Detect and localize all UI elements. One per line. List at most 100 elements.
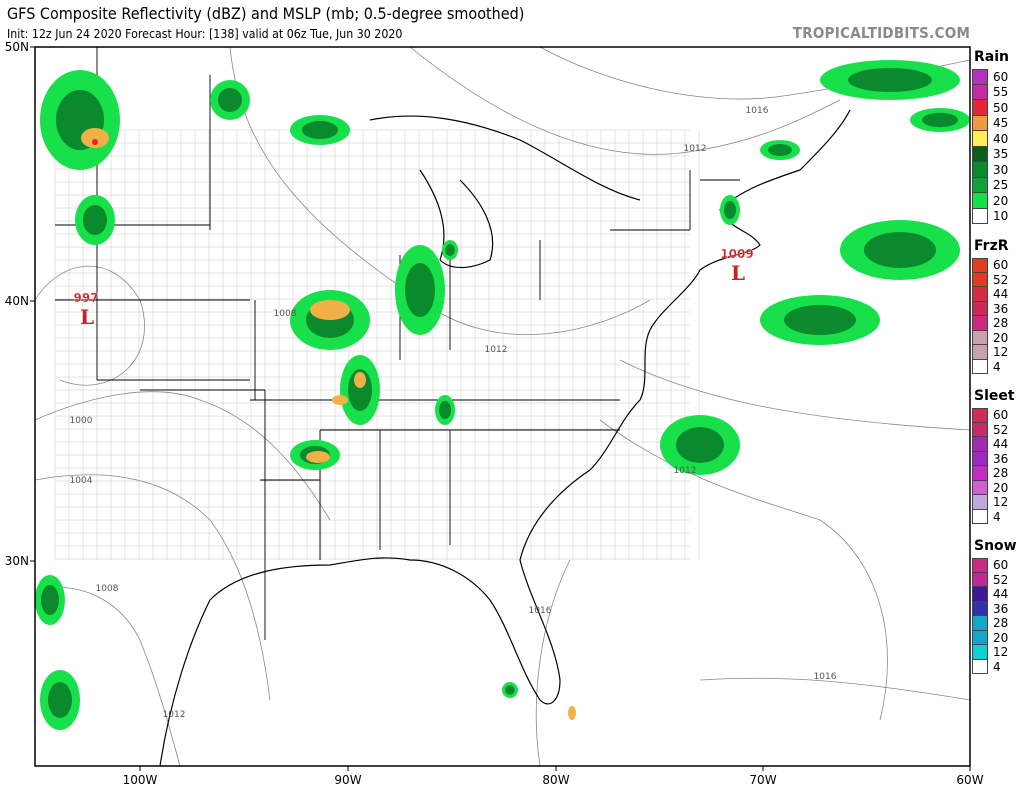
legend-entry: 4 [972,659,1024,674]
legend-tick: 36 [993,451,1009,466]
echo-moderate [848,68,932,92]
legend-entry: 20 [972,193,1024,209]
color-swatch [972,466,988,481]
isobar-label: 1004 [70,476,93,486]
color-swatch [972,408,988,423]
echo-moderate [302,121,338,139]
color-swatch [972,359,988,374]
legend-title: Rain [974,49,1009,65]
precip-type-legend: Rain 60 55 50 45 40 35 30 25 20 10 FrzR 60 52 44 36 28 20… [972,47,1024,688]
color-swatch [972,630,988,645]
legend-title: FrzR [974,238,1009,254]
legend-entry: 36 [972,601,1024,616]
legend-entry: 12 [972,645,1024,660]
lon-label: 60W [956,773,983,786]
legend-tick: 28 [993,616,1009,631]
legend-entry: 20 [972,630,1024,645]
legend-tick: 4 [993,359,1001,374]
legend-tick: 40 [993,131,1009,146]
color-swatch [972,208,988,224]
legend-entry: 12 [972,495,1024,510]
legend-title: Snow [974,538,1017,554]
isobar-labels: 1016 1012 1012 1008 1000 1004 1008 1012 1016 1016… [70,106,837,720]
color-swatch [972,437,988,452]
echo-heavy [354,372,366,388]
legend-entry: 35 [972,146,1024,162]
color-swatch [972,146,988,162]
isobar-label: 1008 [274,309,297,319]
color-swatch [972,451,988,466]
echo-heavy [568,706,576,720]
legend-entry: 60 [972,408,1024,423]
legend-entry: 44 [972,437,1024,452]
echo-moderate [41,585,59,615]
legend-tick: 52 [993,272,1009,287]
brand-watermark: TROPICALTIDBITS.COM [792,24,970,42]
color-swatch [972,422,988,437]
legend-tick: 20 [993,193,1009,208]
axis-ticks: 100W 90W 80W 70W 60W 50N 40N 30N [5,40,984,786]
isobar-label: 1016 [529,606,552,616]
map-title: GFS Composite Reflectivity (dBZ) and MSL… [7,4,525,23]
lat-label: 30N [5,554,29,568]
legend-tick: 36 [993,301,1009,316]
low-pressure-symbol: L [731,261,745,285]
lon-label: 90W [334,773,361,786]
legend-tick: 20 [993,630,1009,645]
isobar-label: 1008 [96,584,119,594]
legend-snow: Snow 60 52 44 36 28 20 12 4 [972,538,1024,674]
isobar-label: 1016 [746,106,769,116]
echo-heavy [81,128,109,148]
county-grid [54,129,700,560]
color-swatch [972,480,988,495]
legend-tick: 12 [993,645,1009,660]
color-swatch [972,587,988,602]
legend-tick: 4 [993,509,1001,524]
legend-entry: 12 [972,345,1024,360]
precipitation-echoes [35,60,970,730]
legend-entry: 40 [972,131,1024,147]
color-swatch [972,509,988,524]
color-swatch [972,495,988,510]
echo-moderate [348,369,372,411]
legend-tick: 12 [993,345,1009,360]
color-swatch [972,131,988,147]
legend-entry: 25 [972,177,1024,193]
echo-moderate [922,112,958,128]
legend-tick: 52 [993,422,1009,437]
echo-moderate [445,244,455,256]
color-swatch [972,601,988,616]
legend-entry: 36 [972,301,1024,316]
legend-entry: 60 [972,258,1024,273]
echo-moderate [439,401,451,419]
legend-tick: 28 [993,316,1009,331]
legend-tick: 52 [993,572,1009,587]
echo-moderate [83,205,107,235]
isobar-label: 1012 [674,466,697,476]
legend-tick: 60 [993,258,1009,273]
legend-entry: 28 [972,316,1024,331]
lon-label: 80W [542,773,569,786]
echo-moderate [864,232,936,268]
legend-rain: Rain 60 55 50 45 40 35 30 25 20 10 [972,49,1024,224]
legend-entry: 4 [972,359,1024,374]
echo-heavy [310,300,350,320]
color-swatch [972,258,988,273]
legend-tick: 44 [993,587,1009,602]
isobar-label: 1012 [684,144,707,154]
color-swatch [972,162,988,178]
legend-entry: 36 [972,451,1024,466]
color-swatch [972,572,988,587]
legend-tick: 60 [993,408,1009,423]
echo-intense [92,139,98,145]
legend-title: Sleet [974,388,1015,404]
color-swatch [972,558,988,573]
legend-tick: 60 [993,69,1009,84]
color-swatch [972,345,988,360]
isobar-label: 1000 [70,416,93,426]
pressure-value: 1009 [720,247,753,261]
legend-entry: 45 [972,115,1024,131]
legend-tick: 20 [993,480,1009,495]
legend-entry: 60 [972,558,1024,573]
